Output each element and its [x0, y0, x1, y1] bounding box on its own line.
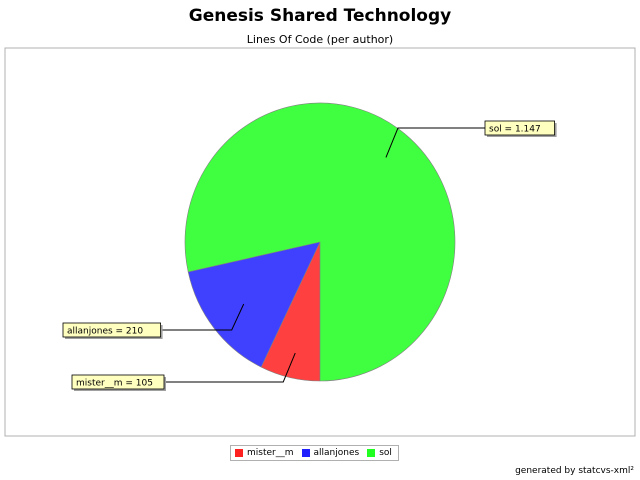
chart-subtitle: Lines Of Code (per author) — [246, 33, 394, 46]
legend-label-allanjones: allanjones — [313, 448, 360, 458]
slice-label-mister-m: mister__m = 105 — [76, 379, 153, 389]
legend-label-mister-m: mister__m — [247, 448, 294, 458]
slices-layer — [184, 102, 456, 382]
chart-title: Genesis Shared Technology — [188, 6, 452, 26]
pie-slice-allanjones — [187, 241, 321, 368]
label-box-allanjones — [62, 322, 161, 338]
label-connector-allanjones — [160, 303, 245, 331]
legend-swatch-mister-m — [235, 449, 243, 457]
label-connector-sol — [385, 127, 485, 158]
slice-label-sol: sol = 1.147 — [489, 125, 541, 135]
legend-item-mister-m: mister__m — [235, 448, 294, 458]
label-connector-mister-m — [164, 352, 296, 383]
footer-credit: generated by statcvs-xml² — [515, 466, 634, 476]
legend: mister__m allanjones sol — [230, 445, 399, 461]
legend-swatch-allanjones — [301, 449, 310, 457]
pie-slice-sol — [184, 102, 456, 382]
legend-label-sol: sol — [379, 448, 392, 458]
label-box-sol — [484, 120, 555, 136]
legend-swatch-sol — [367, 449, 376, 457]
slice-label-allanjones: allanjones = 210 — [67, 327, 143, 337]
labels-layer: mister__m = 105 allanjones = 210 sol = 1.1… — [62, 120, 557, 391]
label-box-mister-m — [71, 374, 165, 390]
legend-item-allanjones: allanjones — [301, 448, 360, 458]
legend-item-sol: sol — [367, 448, 392, 458]
